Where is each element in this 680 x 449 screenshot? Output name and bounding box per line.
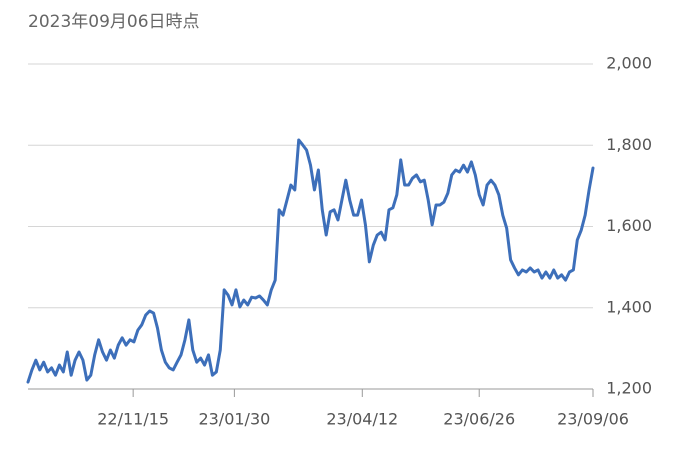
- y-tick-label: 1,600: [606, 216, 652, 235]
- x-tick-label: 22/11/15: [97, 410, 169, 429]
- chart-title: 2023年09月06日時点: [28, 12, 200, 32]
- x-tick-label: 23/04/12: [326, 410, 398, 429]
- price-line: [26, 138, 595, 384]
- y-tick-label: 1,200: [606, 379, 652, 398]
- y-tick-label: 1,400: [606, 297, 652, 316]
- x-tick-label: 23/06/26: [443, 410, 515, 429]
- y-tick-label: 1,800: [606, 135, 652, 154]
- x-tick-label: 23/01/30: [198, 410, 270, 429]
- y-tick-label: 2,000: [606, 54, 652, 73]
- x-tick-label: 23/09/06: [557, 410, 629, 429]
